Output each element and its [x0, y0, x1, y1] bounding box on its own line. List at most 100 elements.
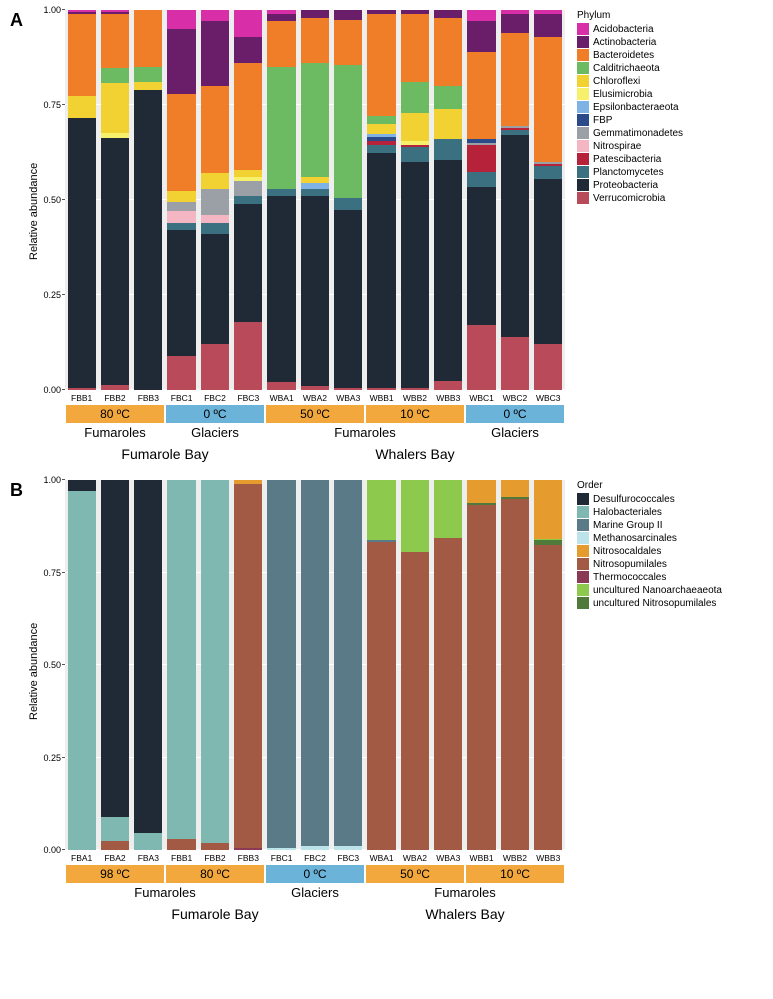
legend-label: Proteobacteria: [593, 180, 658, 191]
legend-swatch-icon: [577, 166, 589, 178]
x-tick-label: WBA3: [432, 853, 465, 863]
panel-a-group1: FumarolesGlaciersFumarolesGlaciers: [65, 425, 565, 440]
seg-Proteobacteria: [434, 160, 462, 380]
group1-label: Fumaroles: [265, 425, 465, 440]
bar-FBB2: [101, 10, 129, 390]
legend-swatch-icon: [577, 179, 589, 191]
legend-label: Methanosarcinales: [593, 533, 677, 544]
panel-a-group2: Fumarole BayWhalers Bay: [65, 446, 565, 462]
x-tick-label: WBA2: [398, 853, 431, 863]
temp-box: 80 ºC: [166, 865, 264, 883]
x-tick-label: FBC1: [265, 853, 298, 863]
y-tick-label: 1.00: [43, 475, 61, 485]
legend-item: Desulfurococcales: [577, 493, 722, 505]
bar-WBB1: [467, 480, 495, 850]
seg-Nitrosopumilales: [167, 839, 195, 850]
legend-swatch-icon: [577, 101, 589, 113]
seg-Nitrospirae: [167, 211, 195, 222]
temp-box: 0 ºC: [466, 405, 564, 423]
legend-label: Patescibacteria: [593, 154, 661, 165]
legend-item: Gemmatimonadetes: [577, 127, 683, 139]
x-tick-label: WBB2: [398, 393, 431, 403]
seg-Acidobacteria: [167, 10, 195, 29]
bar-WBB2: [401, 10, 429, 390]
legend-label: Bacteroidetes: [593, 50, 654, 61]
legend-swatch-icon: [577, 584, 589, 596]
legend-swatch-icon: [577, 62, 589, 74]
legend-swatch-icon: [577, 114, 589, 126]
seg-Actinobacteria: [501, 14, 529, 33]
seg-Verrucomicrobia: [401, 388, 429, 390]
legend-item: Proteobacteria: [577, 179, 683, 191]
panel-b-group2: Fumarole BayWhalers Bay: [65, 906, 565, 922]
legend-title: Phylum: [577, 10, 683, 21]
seg-Chloroflexi: [434, 109, 462, 139]
legend-item: Nitrosocaldales: [577, 545, 722, 557]
legend-label: Epsilonbacteraeota: [593, 102, 679, 113]
seg-Verrucomicrobia: [467, 325, 495, 390]
seg-Verrucomicrobia: [501, 337, 529, 390]
legend-item: Verrucomicrobia: [577, 192, 683, 204]
legend-item: Methanosarcinales: [577, 532, 722, 544]
legend-swatch-icon: [577, 23, 589, 35]
legend-item: Chloroflexi: [577, 75, 683, 87]
seg-Bacteroidetes: [234, 63, 262, 169]
seg-Calditrichaeota: [434, 86, 462, 109]
seg-Nitrospirae: [201, 215, 229, 223]
x-tick-label: WBB1: [365, 393, 398, 403]
seg-Proteobacteria: [534, 179, 562, 344]
seg-Bacteroidetes: [167, 94, 195, 191]
seg-Bacteroidetes: [367, 14, 395, 117]
y-tick-label: 0.25: [43, 753, 61, 763]
seg-Planctomycetes: [267, 189, 295, 197]
seg-Proteobacteria: [501, 135, 529, 336]
y-tick-label: 0.25: [43, 290, 61, 300]
seg-Verrucomicrobia: [167, 356, 195, 390]
seg-Bacteroidetes: [534, 37, 562, 162]
legend-title: Order: [577, 480, 722, 491]
temp-box: 80 ºC: [66, 405, 164, 423]
seg-Verrucomicrobia: [234, 322, 262, 390]
seg-Bacteroidetes: [467, 52, 495, 139]
panel-a-label: A: [10, 10, 23, 31]
seg-uncultured-Nanoarchaeaeota: [367, 480, 395, 540]
seg-Bacteroidetes: [68, 14, 96, 96]
seg-Bacteroidetes: [301, 18, 329, 64]
seg-Actinobacteria: [534, 14, 562, 37]
seg-Planctomycetes: [467, 172, 495, 187]
x-tick-label: WBC3: [532, 393, 565, 403]
seg-Nitrosocaldales: [534, 480, 562, 539]
group1-label: Fumaroles: [65, 425, 165, 440]
x-tick-label: FBB2: [98, 393, 131, 403]
bar-FBB3: [234, 480, 262, 850]
group1-label: Glaciers: [265, 885, 365, 900]
bar-FBC3: [234, 10, 262, 390]
temp-box: 50 ºC: [366, 865, 464, 883]
legend-item: Elusimicrobia: [577, 88, 683, 100]
seg-Calditrichaeota: [134, 67, 162, 82]
seg-Gemmatimonadetes: [201, 189, 229, 216]
x-tick-label: FBA2: [98, 853, 131, 863]
seg-Marine-Group-II: [301, 480, 329, 846]
temp-box: 10 ºC: [366, 405, 464, 423]
panel-a-legend: PhylumAcidobacteriaActinobacteriaBactero…: [577, 10, 683, 205]
panel-a: A Relative abundance 0.000.250.500.751.0…: [10, 10, 763, 462]
seg-Desulfurococcales: [68, 480, 96, 491]
x-tick-label: FBB3: [232, 853, 265, 863]
seg-Actinobacteria: [434, 10, 462, 18]
seg-Proteobacteria: [467, 187, 495, 326]
legend-label: Verrucomicrobia: [593, 193, 665, 204]
seg-Actinobacteria: [301, 10, 329, 18]
legend-label: Desulfurococcales: [593, 494, 675, 505]
seg-Chloroflexi: [68, 96, 96, 119]
legend-label: Planctomycetes: [593, 167, 664, 178]
seg-Thermococcales: [234, 848, 262, 850]
legend-label: Marine Group II: [593, 520, 662, 531]
panel-b: B Relative abundance 0.000.250.500.751.0…: [10, 480, 763, 922]
y-tick-label: 0.75: [43, 568, 61, 578]
legend-label: FBP: [593, 115, 612, 126]
y-tick-label: 0.00: [43, 845, 61, 855]
seg-Halobacteriales: [134, 833, 162, 850]
panel-b-temp-row: 98 ºC80 ºC0 ºC50 ºC10 ºC: [65, 865, 565, 883]
seg-Planctomycetes: [401, 147, 429, 162]
